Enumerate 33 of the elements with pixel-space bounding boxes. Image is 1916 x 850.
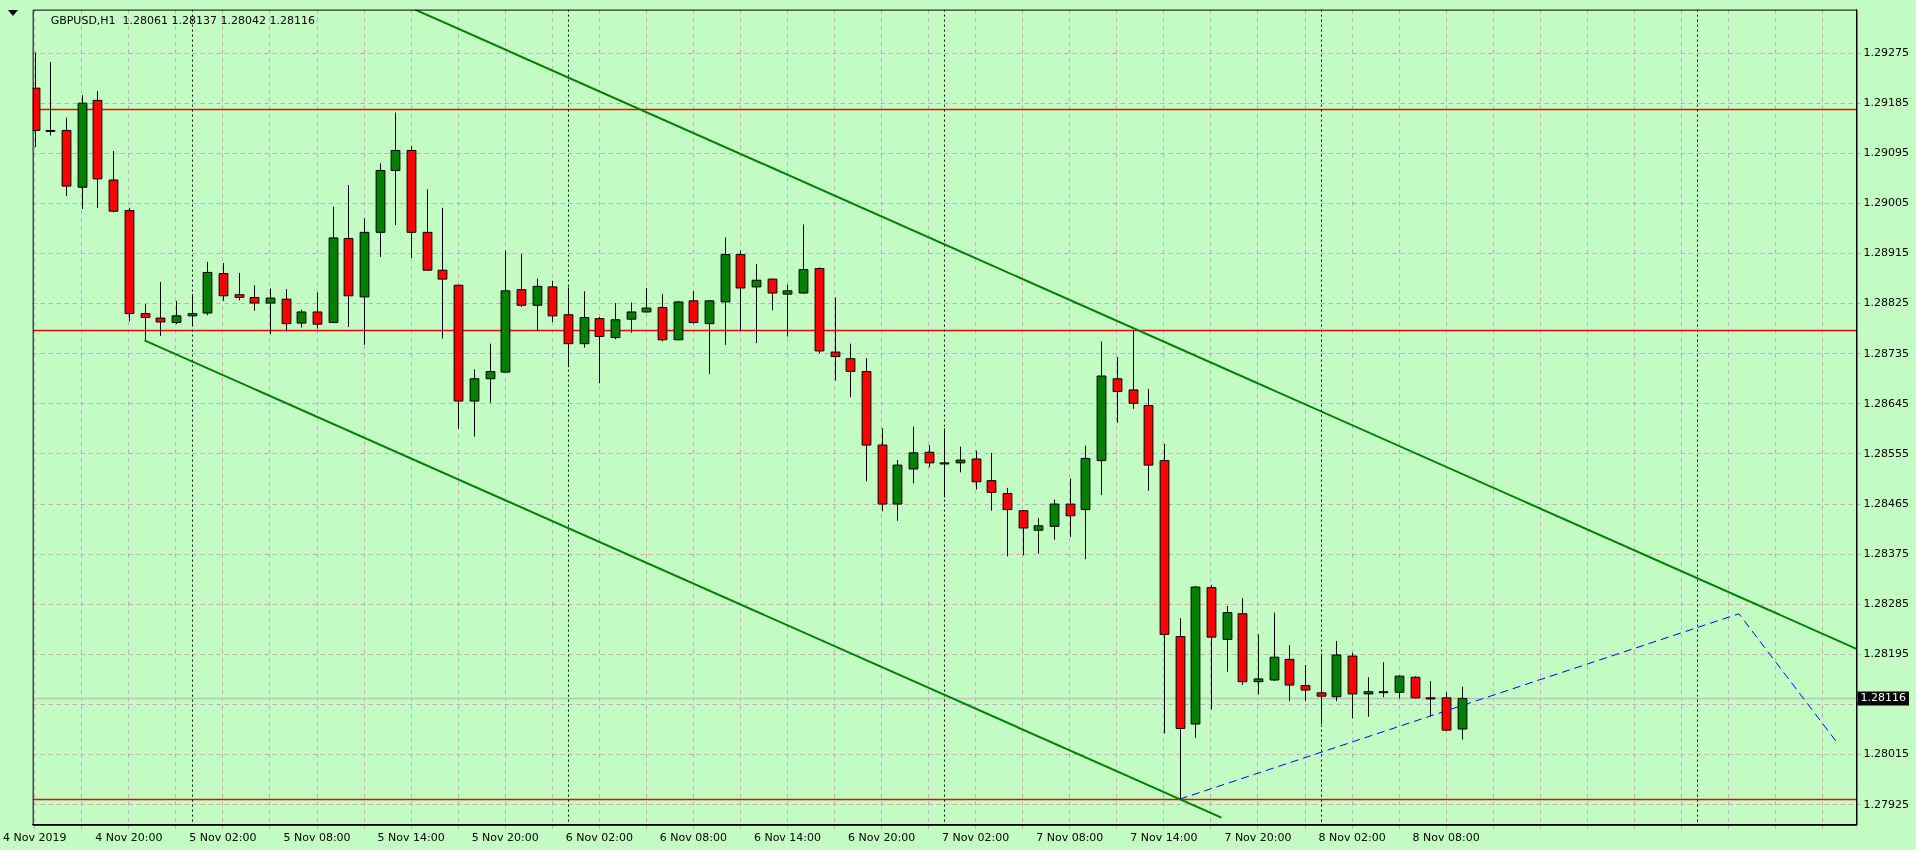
x-tick-label: 4 Nov 20:00 bbox=[95, 831, 163, 845]
x-tick-label: 5 Nov 02:00 bbox=[189, 831, 257, 845]
y-tick-label: 1.29275 bbox=[1863, 45, 1910, 59]
text: GBPUSD,H1 1.28061 1.28137 1.28042 1.28116 bbox=[50, 14, 316, 28]
x-tick-label: 7 Nov 14:00 bbox=[1130, 831, 1198, 845]
y-tick-label: 1.28645 bbox=[1863, 396, 1910, 410]
x-tick-label: 8 Nov 08:00 bbox=[1412, 831, 1480, 845]
x-tick-label: 5 Nov 14:00 bbox=[377, 831, 445, 845]
y-tick-label: 1.28735 bbox=[1863, 346, 1910, 360]
x-tick-label: 7 Nov 20:00 bbox=[1224, 831, 1292, 845]
y-tick-label: 1.28375 bbox=[1863, 547, 1910, 561]
x-tick-label: 6 Nov 02:00 bbox=[565, 831, 633, 845]
x-tick-label: 5 Nov 20:00 bbox=[471, 831, 539, 845]
y-tick-label: 1.29185 bbox=[1863, 96, 1910, 110]
y-tick-label: 1.28915 bbox=[1863, 246, 1910, 260]
y-tick-label: 1.27925 bbox=[1863, 797, 1910, 811]
y-tick-label: 1.29095 bbox=[1863, 146, 1910, 160]
y-tick-label: 1.28825 bbox=[1863, 296, 1910, 310]
x-tick-label: 6 Nov 14:00 bbox=[753, 831, 822, 845]
x-tick-label: 7 Nov 08:00 bbox=[1036, 831, 1104, 845]
y-tick-label: 1.28465 bbox=[1863, 496, 1910, 510]
x-tick-label: 5 Nov 08:00 bbox=[283, 831, 351, 845]
y-tick-label: 1.28555 bbox=[1863, 446, 1910, 460]
y-tick-label: 1.28285 bbox=[1863, 597, 1910, 611]
y-tick-label: 1.28015 bbox=[1863, 747, 1910, 761]
x-tick-label: 4 Nov 2019 bbox=[2, 831, 67, 845]
y-tick-label: 1.29005 bbox=[1863, 196, 1910, 210]
x-tick-label: 6 Nov 20:00 bbox=[848, 831, 916, 845]
x-tick-label: 8 Nov 02:00 bbox=[1318, 831, 1386, 845]
ref-line-label: 1.28116 bbox=[1860, 691, 1907, 705]
x-tick-label: 7 Nov 02:00 bbox=[942, 831, 1010, 845]
x-tick-label: 6 Nov 08:00 bbox=[659, 831, 727, 845]
y-tick-label: 1.28195 bbox=[1863, 647, 1910, 661]
